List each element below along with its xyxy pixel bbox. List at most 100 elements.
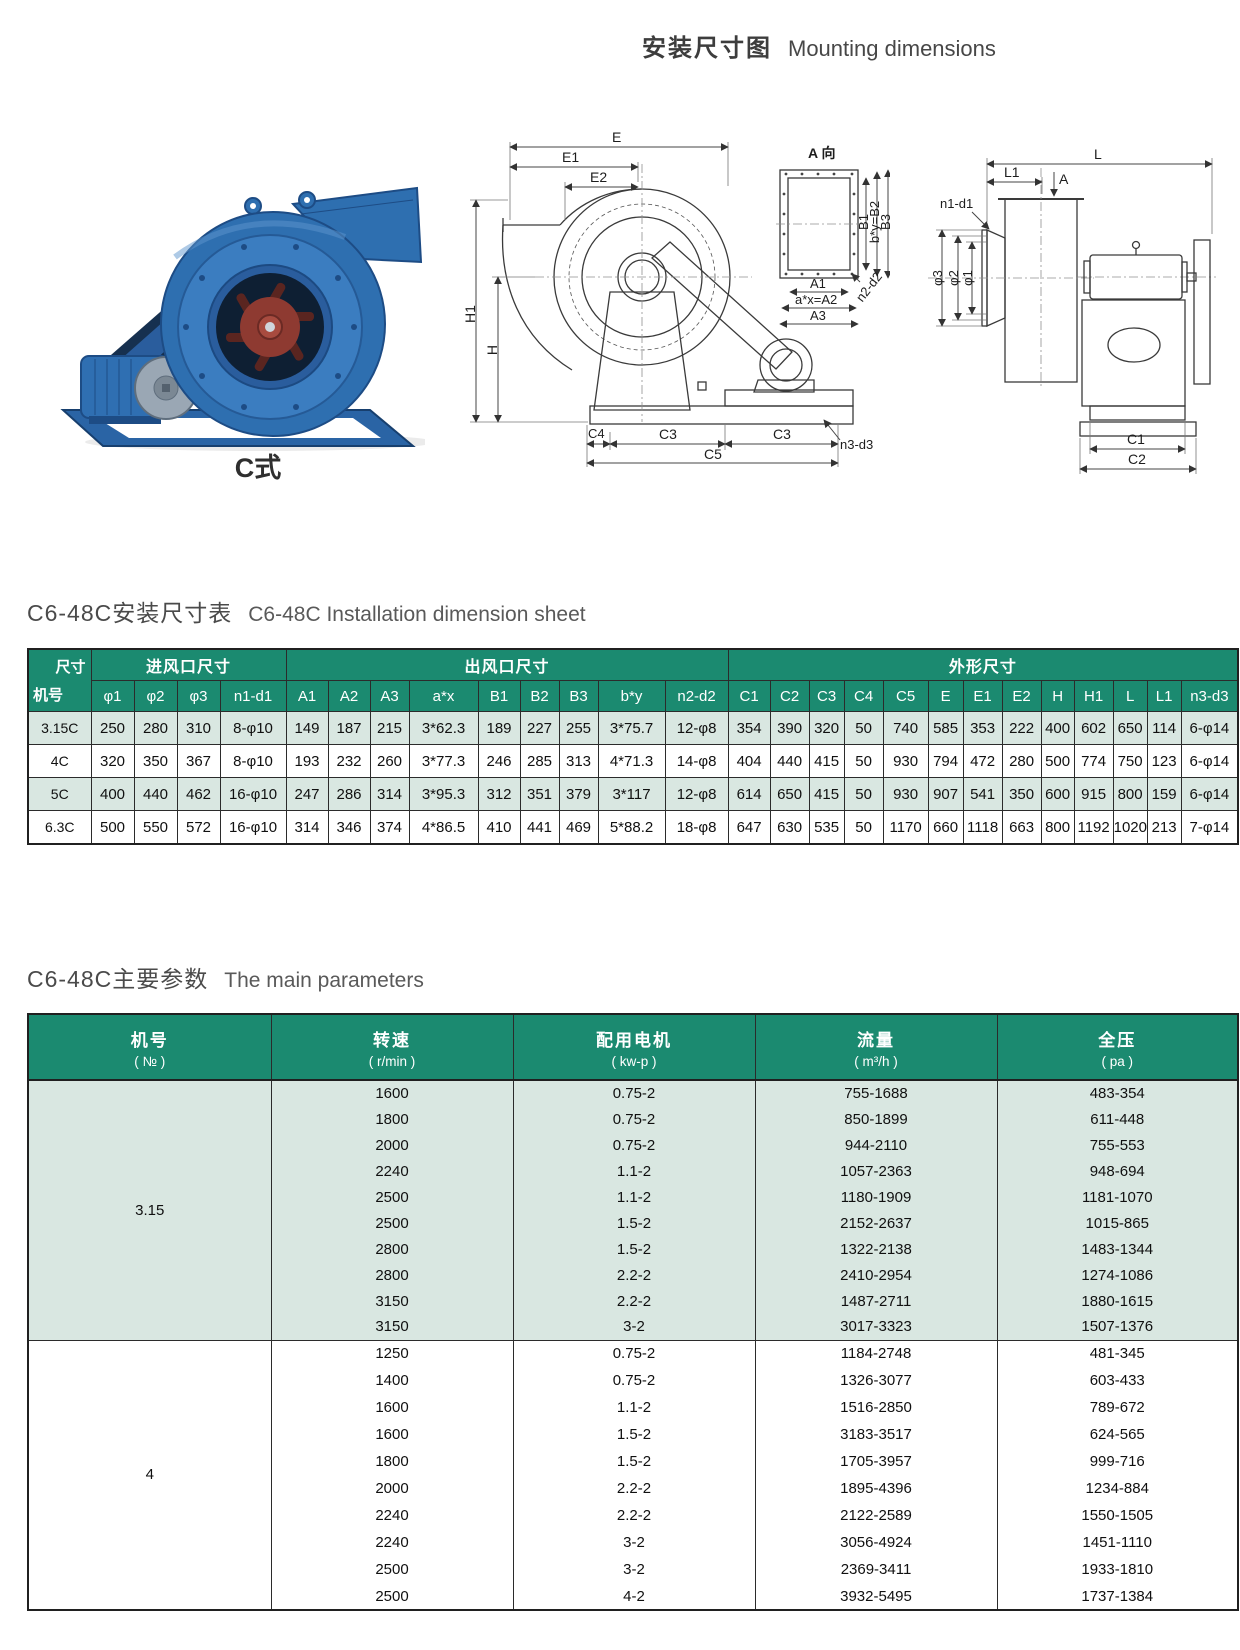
column-header: C1 (727, 680, 771, 712)
param-cell: 0.75-2 (512, 1339, 756, 1367)
dimension-cell: 260 (369, 744, 410, 778)
dimension-row: 5C 400 440 462 16-φ10 247 286 314 3*95.3 312 351 37… (27, 777, 1239, 811)
param-row: 1600 1.5-2 3183-3517 624-565 (28, 1421, 1239, 1448)
column-header: B3 (558, 680, 599, 712)
dimension-cell: 415 (808, 744, 845, 778)
dimension-cell: 189 (477, 711, 521, 745)
dimension-cell: 280 (133, 711, 178, 745)
dimension-cell: 541 (962, 777, 1003, 811)
param-cell: 3932-5495 (754, 1583, 998, 1610)
dimension-cell: 227 (519, 711, 560, 745)
dim-sub-row: φ1 φ2 φ3 n1-d1 A1 A2 A3 a*x B1 B2 B3 b*y n2-d2 C1 C2 C3… (28, 680, 1239, 712)
dimension-sheet-heading: C6-48C安装尺寸表 C6-48C Installation dimension… (27, 594, 586, 628)
column-header: B2 (519, 680, 560, 712)
dimension-cell: 310 (176, 711, 221, 745)
param-cell: 1880-1615 (996, 1288, 1239, 1314)
param-row: 2500 1.5-2 2152-2637 1015-865 (28, 1210, 1239, 1236)
model-cell: 3.15C (27, 711, 92, 745)
param-cell: 4-2 (512, 1583, 756, 1610)
dimension-cell: 351 (519, 777, 560, 811)
param-cell: 2240 (270, 1158, 514, 1184)
dimension-cell: 123 (1146, 744, 1182, 778)
param-cell: 3150 (270, 1314, 514, 1340)
param-cell: 1.5-2 (512, 1448, 756, 1475)
param-column-header-zh: 配用电机 (596, 1030, 672, 1050)
param-cell: 481-345 (996, 1339, 1239, 1367)
dimension-row: 3.15C 250 280 310 8-φ10 149 187 215 3*62.3 189 227… (27, 711, 1239, 745)
param-cell: 2500 (270, 1210, 514, 1236)
dimension-cell: 246 (477, 744, 521, 778)
dimension-cell: 367 (176, 744, 221, 778)
dimension-cell: 740 (882, 711, 929, 745)
param-cell: 611-448 (996, 1106, 1239, 1132)
param-cell: 1516-2850 (754, 1394, 998, 1421)
dimension-cell: 250 (90, 711, 135, 745)
column-header: B1 (477, 680, 521, 712)
column-group-header: 进风口尺寸 (90, 648, 287, 681)
column-header: E (927, 680, 964, 712)
param-cell: 3-2 (512, 1314, 756, 1340)
corner-header-cell: 尺寸 机号 (27, 648, 92, 712)
param-cell: 1933-1810 (996, 1556, 1239, 1583)
dimension-cell: 320 (90, 744, 135, 778)
param-row: 1600 1.1-2 1516-2850 789-672 (28, 1394, 1239, 1421)
dim-label-B1: B1 (856, 214, 871, 230)
param-cell: 1015-865 (996, 1210, 1239, 1236)
param-cell: 1.5-2 (512, 1236, 756, 1262)
page-title-en: Mounting dimensions (788, 36, 996, 61)
param-cell: 1234-884 (996, 1475, 1239, 1502)
param-cell: 3-2 (512, 1556, 756, 1583)
dim-label-C1: C1 (1127, 431, 1145, 447)
param-cell: 1.1-2 (512, 1394, 756, 1421)
param-cell: 1326-3077 (754, 1367, 998, 1394)
dimension-cell: 6-φ14 (1180, 744, 1239, 778)
column-header: L1 (1146, 680, 1182, 712)
page-title: 安装尺寸图 Mounting dimensions (642, 28, 996, 63)
dim-label-E1: E1 (562, 149, 579, 165)
dimension-cell: 930 (882, 744, 929, 778)
dimension-cell: 390 (769, 711, 810, 745)
model-number-cell: 3.15 (27, 1079, 272, 1340)
dimension-cell: 379 (558, 777, 599, 811)
detail-a-title: A 向 (808, 145, 835, 161)
dim-label-n1d1: n1-d1 (940, 196, 973, 211)
dimension-cell: 18-φ8 (664, 810, 729, 845)
param-row: 4 1250 0.75-2 1184-2748 481-345 (27, 1339, 1239, 1610)
dimension-cell: 6-φ14 (1180, 711, 1239, 745)
dimension-cell: 774 (1073, 744, 1114, 778)
dimension-cell: 930 (882, 777, 929, 811)
param-cell: 999-716 (996, 1448, 1239, 1475)
param-cell: 755-1688 (754, 1079, 998, 1106)
param-cell: 2240 (270, 1502, 514, 1529)
param-cell: 0.75-2 (512, 1132, 756, 1158)
param-row: 2500 3-2 2369-3411 1933-1810 (28, 1556, 1239, 1583)
dimension-cell: 350 (133, 744, 178, 778)
dimension-cell: 3*75.7 (597, 711, 666, 745)
dimension-cell: 14-φ8 (664, 744, 729, 778)
dimension-cell: 3*62.3 (408, 711, 479, 745)
dim-label-axA2: a*x=A2 (795, 292, 837, 307)
param-column-header-unit: ( № ) (134, 1053, 166, 1069)
dimension-cell: 630 (769, 810, 810, 845)
param-cell: 1.5-2 (512, 1421, 756, 1448)
param-cell: 0.75-2 (512, 1367, 756, 1394)
dimension-sheet-body: 3.15C 250 280 310 8-φ10 149 187 215 3*62.3 189 227… (27, 711, 1239, 845)
param-cell: 755-553 (996, 1132, 1239, 1158)
dim-label-A: A (1059, 171, 1069, 187)
dim-label-C5: C5 (704, 446, 722, 462)
param-cell: 1.5-2 (512, 1210, 756, 1236)
dimension-cell: 255 (558, 711, 599, 745)
dim-label-L1: L1 (1004, 164, 1020, 180)
dimension-cell: 354 (727, 711, 771, 745)
param-cell: 1487-2711 (754, 1288, 998, 1314)
dimension-cell: 1020 (1112, 810, 1148, 845)
model-cell: 5C (27, 777, 92, 811)
dimension-cell: 346 (327, 810, 371, 845)
param-cell: 1180-1909 (754, 1184, 998, 1210)
dimension-cell: 1192 (1073, 810, 1114, 845)
dimension-cell: 1118 (962, 810, 1003, 845)
param-row: 1400 0.75-2 1326-3077 603-433 (28, 1367, 1239, 1394)
model-number-cell: 4 (27, 1339, 272, 1610)
param-cell: 483-354 (996, 1079, 1239, 1106)
param-cell: 2500 (270, 1583, 514, 1610)
